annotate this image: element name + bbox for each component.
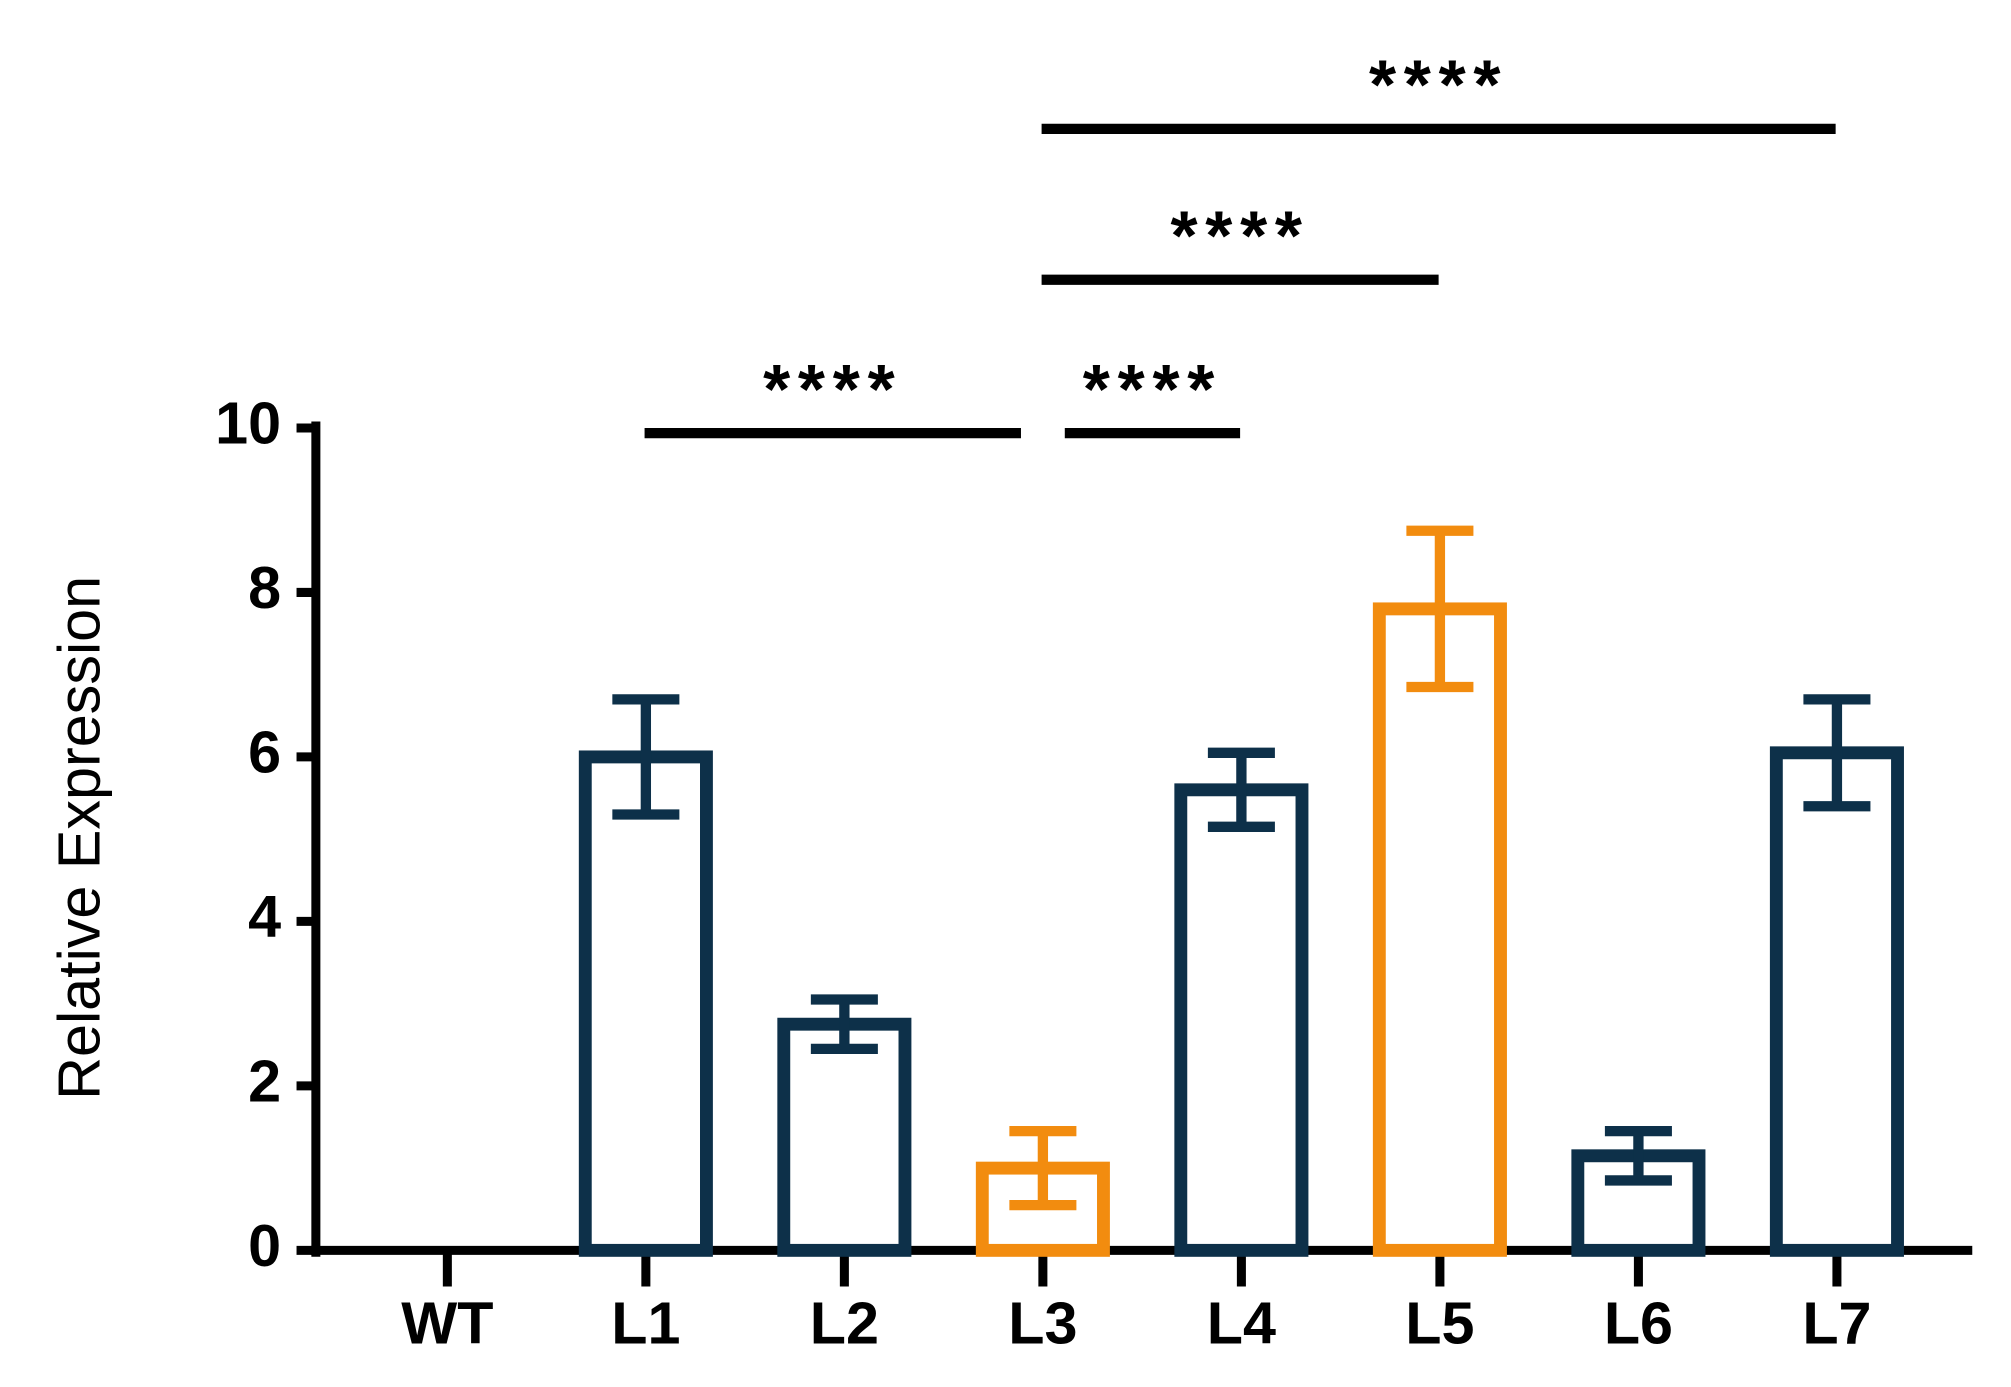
x-tick-label: L4 (1207, 1289, 1276, 1356)
x-tick-label: L3 (1008, 1289, 1077, 1356)
y-tick-label: 4 (248, 883, 281, 950)
y-tick-label: 10 (215, 390, 281, 457)
bar (1372, 602, 1507, 1257)
x-tick-label: L5 (1405, 1289, 1474, 1356)
error-bar (1207, 747, 1275, 832)
y-tick-label: 6 (248, 719, 281, 786)
y-tick-label: 0 (248, 1212, 281, 1279)
bar (578, 750, 713, 1257)
error-bar (612, 694, 680, 820)
y-axis-label: Relative Expression (45, 576, 112, 1100)
error-bar (1009, 1125, 1077, 1211)
significance-label: **** (1170, 196, 1309, 274)
error-bar (810, 994, 878, 1055)
y-tick-label: 8 (248, 554, 281, 621)
error-bar (1803, 694, 1871, 812)
bar (1769, 746, 1904, 1257)
significance-label: **** (1369, 46, 1508, 124)
y-tick-label: 2 (248, 1048, 281, 1115)
x-tick-label: L7 (1802, 1289, 1871, 1356)
bar (777, 1017, 912, 1257)
x-tick-label: L6 (1604, 1289, 1673, 1356)
x-tick-label: L1 (611, 1289, 680, 1356)
x-tick-label: WT (401, 1289, 493, 1356)
error-bar (1604, 1125, 1672, 1186)
x-tick-label: L2 (810, 1289, 879, 1356)
error-bar (1406, 525, 1474, 693)
significance-label: **** (1083, 350, 1222, 428)
bar (1174, 783, 1309, 1257)
significance-label: **** (763, 350, 902, 428)
